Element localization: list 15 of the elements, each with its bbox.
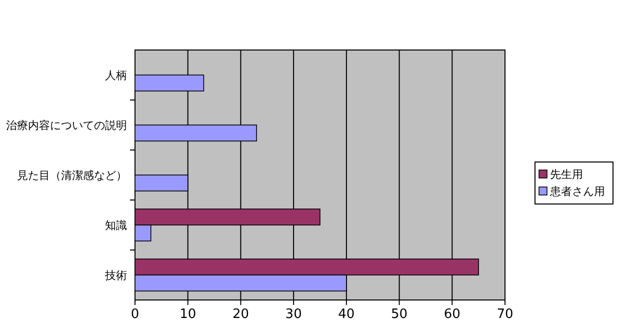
x-tick-label: 60: [444, 307, 460, 320]
y-tick-label: 見た目（清潔感など）: [17, 169, 127, 182]
y-tick-label: 知識: [105, 219, 127, 232]
x-tick-label: 70: [496, 307, 514, 320]
x-tick-label: 50: [391, 307, 408, 320]
legend-label: 先生用: [550, 168, 583, 181]
x-tick-label: 30: [285, 307, 302, 320]
y-tick-label: 人柄: [105, 69, 127, 82]
y-tick-label: 治療内容についての説明: [6, 119, 127, 132]
x-tick-label: 10: [180, 307, 196, 320]
y-tick-label: 技術: [104, 269, 127, 282]
x-tick-label: 0: [130, 307, 140, 320]
legend-label: 患者さん用: [549, 185, 605, 198]
x-tick-label: 20: [232, 307, 249, 320]
x-tick-label: 40: [338, 307, 355, 320]
